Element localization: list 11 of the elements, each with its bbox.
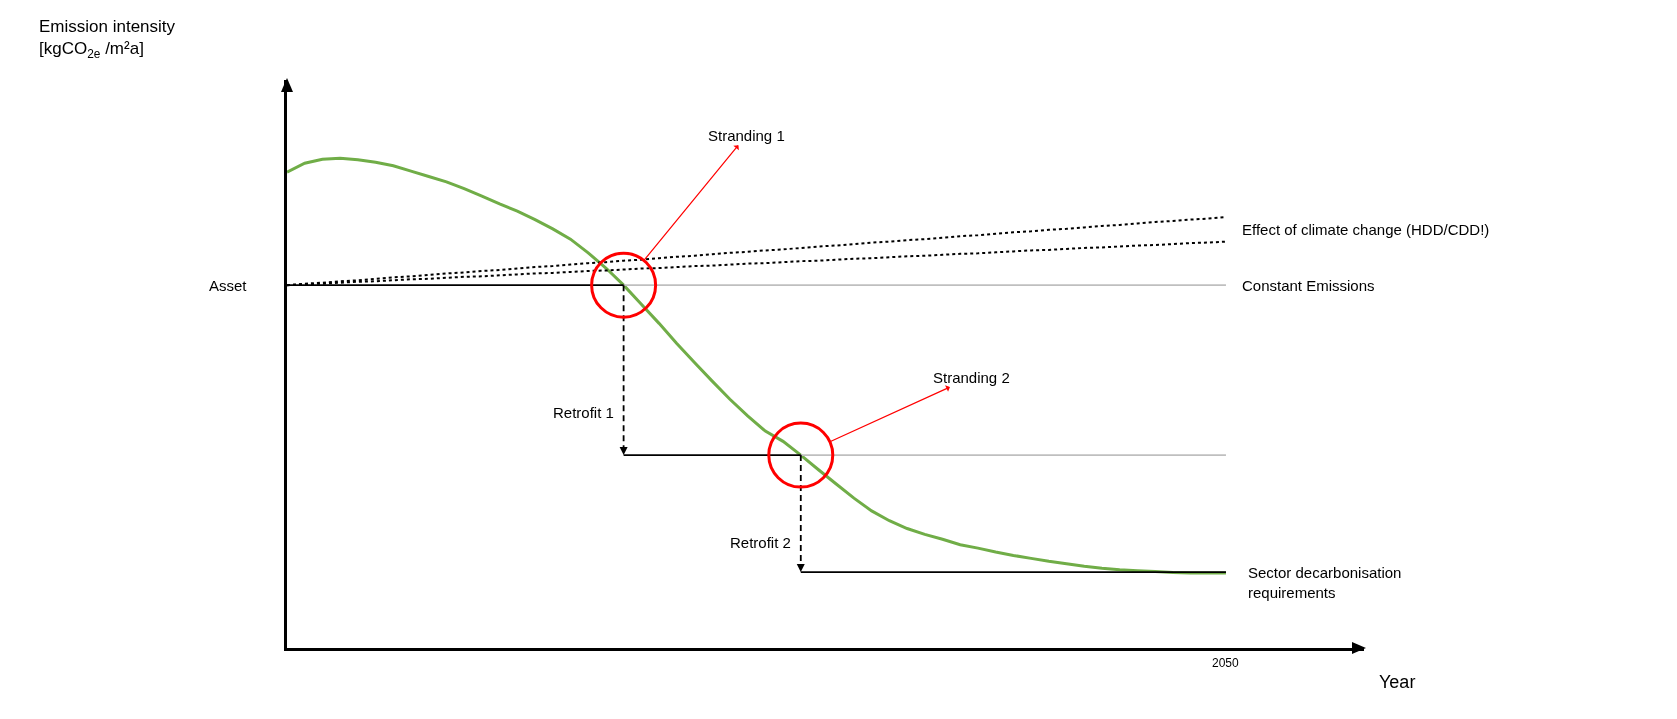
text: Sector decarbonisation requirements	[1248, 564, 1402, 601]
text: Effect of climate change (HDD/CDD!)	[1242, 221, 1490, 238]
text: Year	[1379, 672, 1416, 692]
text: Constant Emissions	[1242, 277, 1375, 294]
text: Stranding 1	[708, 127, 785, 144]
annotation: Stranding 2	[933, 369, 1010, 386]
annotation: Retrofit 2	[730, 534, 791, 551]
text: Emission intensity [kgCO$_{2e}$ /m²a]	[39, 17, 176, 61]
text: Asset	[209, 277, 248, 294]
text: 2050	[1212, 656, 1240, 670]
annotation: Retrofit 1	[553, 404, 614, 421]
